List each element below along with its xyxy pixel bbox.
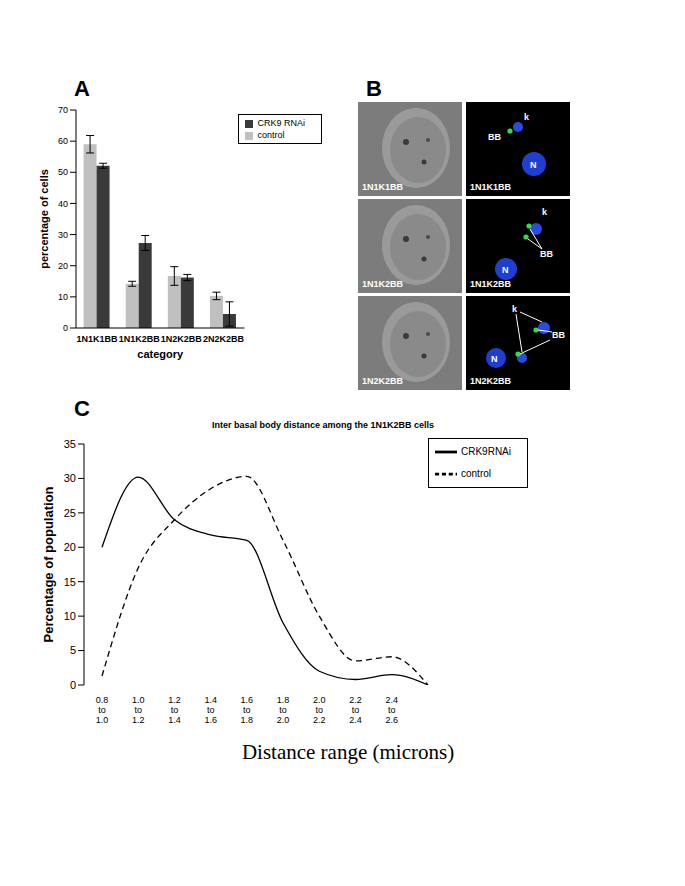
svg-text:25: 25	[64, 507, 76, 519]
svg-text:1.4to1.6: 1.4to1.6	[204, 695, 217, 725]
html-text:Distance range (microns): Distance range (microns)	[241, 740, 455, 764]
svg-text:60: 60	[58, 136, 68, 146]
svg-text:10: 10	[64, 610, 76, 622]
svg-text:1N1K2BB: 1N1K2BB	[119, 334, 161, 344]
html-text:control: control	[257, 130, 285, 140]
svg-text:0: 0	[63, 323, 68, 333]
html-text:C: C	[74, 396, 90, 421]
svg-text:BB: BB	[488, 132, 501, 142]
svg-text:1N1K2BB: 1N1K2BB	[470, 279, 512, 289]
svg-text:category: category	[137, 348, 184, 360]
svg-text:5: 5	[70, 644, 76, 656]
svg-text:N: N	[530, 160, 537, 170]
svg-text:N: N	[502, 265, 509, 275]
svg-text:20: 20	[64, 541, 76, 553]
svg-text:10: 10	[58, 292, 68, 302]
svg-text:15: 15	[64, 576, 76, 588]
svg-text:1N1K1BB: 1N1K1BB	[77, 334, 119, 344]
svg-text:2.2to2.4: 2.2to2.4	[349, 695, 362, 725]
svg-text:40: 40	[58, 199, 68, 209]
svg-text:20: 20	[58, 261, 68, 271]
svg-text:2.0to2.2: 2.0to2.2	[313, 695, 326, 725]
html-text:A: A	[74, 76, 90, 101]
svg-text:BB: BB	[552, 330, 565, 340]
svg-text:1.2to1.4: 1.2to1.4	[168, 695, 181, 725]
svg-text:30: 30	[58, 230, 68, 240]
html-text:CRK9RNAi: CRK9RNAi	[461, 445, 511, 457]
svg-text:1N1K1BB: 1N1K1BB	[362, 182, 404, 192]
html-text:CRK9 RNAi: CRK9 RNAi	[257, 118, 305, 128]
svg-text:0.8to1.0: 0.8to1.0	[96, 695, 109, 725]
svg-text:1.6to1.8: 1.6to1.8	[241, 695, 254, 725]
html-text:Inter basal body distance amon: Inter basal body distance among the 1N1K…	[212, 420, 434, 430]
svg-text:1N2K2BB: 1N2K2BB	[470, 376, 512, 386]
svg-text:Percentage of population: Percentage of population	[41, 486, 56, 642]
svg-text:percentage of cells: percentage of cells	[38, 169, 50, 269]
svg-text:2.4to2.6: 2.4to2.6	[386, 695, 399, 725]
svg-text:k: k	[524, 112, 530, 122]
svg-text:1N1K1BB: 1N1K1BB	[470, 182, 512, 192]
svg-text:1.8to2.0: 1.8to2.0	[277, 695, 290, 725]
svg-text:k: k	[542, 207, 548, 217]
svg-text:BB: BB	[540, 249, 553, 259]
svg-text:35: 35	[64, 438, 76, 450]
svg-text:1N2K2BB: 1N2K2BB	[362, 376, 404, 386]
svg-text:1.0to1.2: 1.0to1.2	[132, 695, 145, 725]
svg-text:1N1K2BB: 1N1K2BB	[362, 279, 404, 289]
html-text:B: B	[366, 76, 382, 101]
svg-text:1N2K2BB: 1N2K2BB	[161, 334, 203, 344]
svg-text:N: N	[491, 354, 498, 364]
svg-text:30: 30	[64, 472, 76, 484]
svg-text:k: k	[512, 304, 518, 314]
svg-text:50: 50	[58, 167, 68, 177]
html-text:control: control	[461, 467, 491, 479]
svg-text:0: 0	[70, 679, 76, 691]
svg-text:70: 70	[58, 105, 68, 115]
svg-text:2N2K2BB: 2N2K2BB	[203, 334, 245, 344]
